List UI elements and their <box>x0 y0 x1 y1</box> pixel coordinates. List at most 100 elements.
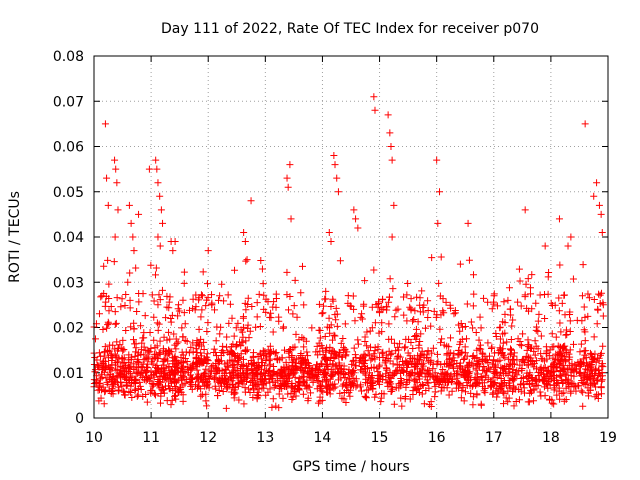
data-point <box>512 397 520 405</box>
x-tick-label: 16 <box>428 430 446 446</box>
data-point <box>358 310 366 318</box>
data-point <box>385 293 393 301</box>
data-point <box>538 366 546 374</box>
data-point <box>225 319 233 327</box>
data-point <box>178 364 186 372</box>
data-point <box>577 361 585 369</box>
data-point <box>556 319 564 327</box>
data-point <box>387 380 395 388</box>
data-point <box>463 300 471 308</box>
data-point <box>127 389 135 397</box>
data-point <box>120 391 128 399</box>
data-point <box>588 351 596 359</box>
data-point <box>197 392 205 400</box>
data-point <box>199 268 207 276</box>
data-point <box>180 268 188 276</box>
data-point <box>497 369 505 377</box>
data-point <box>187 343 195 351</box>
data-point <box>431 373 439 381</box>
data-point <box>594 371 602 379</box>
data-point <box>340 344 348 352</box>
data-point <box>410 375 418 383</box>
data-point <box>114 366 122 374</box>
data-point <box>291 373 299 381</box>
data-point <box>217 323 225 331</box>
data-point <box>134 351 142 359</box>
data-point <box>143 398 151 406</box>
data-point <box>252 323 260 331</box>
data-point <box>465 374 473 382</box>
data-point <box>171 376 179 384</box>
data-point <box>328 336 336 344</box>
data-point <box>226 381 234 389</box>
data-point <box>383 303 391 311</box>
data-point <box>197 352 205 360</box>
data-point <box>384 111 392 119</box>
data-point <box>594 354 602 362</box>
data-point <box>532 381 540 389</box>
data-point <box>101 348 109 356</box>
data-point <box>222 404 230 412</box>
data-point <box>216 292 224 300</box>
data-point <box>126 296 134 304</box>
data-point <box>124 278 132 286</box>
data-point <box>289 310 297 318</box>
data-point <box>125 388 133 396</box>
data-point <box>461 354 469 362</box>
data-point <box>151 271 159 279</box>
data-point <box>542 343 550 351</box>
data-point <box>473 346 481 354</box>
data-point <box>581 337 589 345</box>
data-point <box>361 337 369 345</box>
data-point <box>215 296 222 304</box>
data-point <box>115 369 123 377</box>
data-point <box>421 324 429 332</box>
data-point <box>499 365 507 373</box>
data-point <box>233 373 241 381</box>
data-point <box>501 354 509 362</box>
data-point <box>125 201 133 209</box>
data-point <box>139 290 147 298</box>
data-point <box>427 322 435 330</box>
data-point <box>220 297 228 305</box>
data-point <box>390 339 398 347</box>
data-point <box>425 401 433 409</box>
data-point <box>169 387 177 395</box>
data-point <box>265 375 273 383</box>
data-point <box>567 233 575 241</box>
data-point <box>181 320 189 328</box>
data-point <box>425 370 433 378</box>
data-point <box>297 354 305 362</box>
data-point <box>526 389 534 397</box>
data-point <box>130 325 138 333</box>
data-point <box>272 294 280 302</box>
data-point <box>151 344 159 352</box>
data-point <box>418 390 426 398</box>
data-point <box>397 377 405 385</box>
data-point <box>174 388 182 396</box>
data-point <box>172 335 180 343</box>
data-point <box>332 316 340 324</box>
data-point <box>240 400 248 408</box>
data-point <box>128 394 136 402</box>
data-point <box>437 387 445 395</box>
data-point <box>327 353 335 361</box>
data-point <box>132 264 140 272</box>
x-tick-label: 15 <box>371 430 389 446</box>
data-point <box>413 385 421 393</box>
data-point <box>321 333 329 341</box>
data-point <box>142 346 150 354</box>
data-point <box>578 378 586 386</box>
data-point <box>210 375 218 383</box>
data-point <box>317 342 325 350</box>
data-point <box>461 322 469 330</box>
data-point <box>425 384 433 392</box>
data-point <box>435 375 443 383</box>
data-point <box>162 314 170 322</box>
data-point <box>111 345 119 353</box>
data-point <box>375 307 383 315</box>
data-point <box>499 330 507 338</box>
data-point <box>580 347 588 355</box>
data-point <box>453 374 461 382</box>
data-point <box>304 352 312 360</box>
